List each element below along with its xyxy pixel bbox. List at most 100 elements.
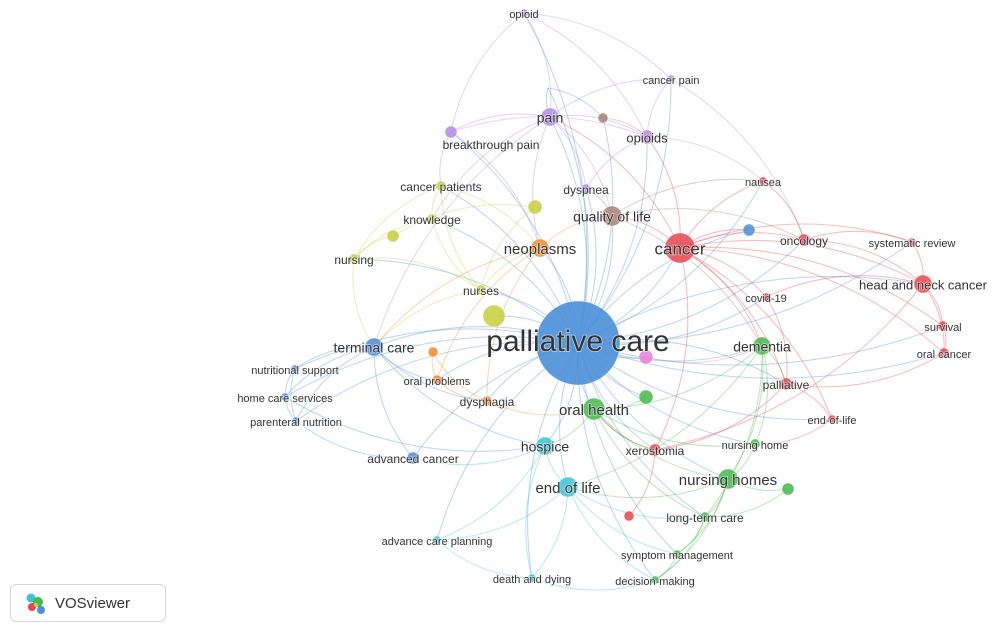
node-end-of-life[interactable] xyxy=(557,476,579,498)
node-hospice[interactable] xyxy=(535,436,555,456)
node-advance-care-planning[interactable] xyxy=(432,535,442,545)
label-xerostomia[interactable]: xerostomia xyxy=(625,443,686,459)
edge-knowledge-nurses xyxy=(431,218,482,291)
node-covid-19[interactable] xyxy=(761,292,771,302)
node-knowledge[interactable] xyxy=(426,213,438,225)
node-home-care-services[interactable] xyxy=(280,392,290,402)
node-quality-of-life[interactable] xyxy=(601,205,623,227)
label-cancer-pain[interactable]: cancer pain xyxy=(642,74,700,88)
node-dysphagia[interactable] xyxy=(481,395,493,407)
node-decision-making[interactable] xyxy=(650,575,660,585)
node-nursing-homes[interactable] xyxy=(717,468,739,490)
node-survival[interactable] xyxy=(937,320,949,332)
node-u-yellow-2[interactable] xyxy=(527,199,543,215)
label-cancer-patients[interactable]: cancer patients xyxy=(400,179,483,195)
node-death-and-dying[interactable] xyxy=(527,573,537,583)
node-palliative[interactable] xyxy=(779,377,793,391)
label-opioids[interactable]: opioids xyxy=(626,130,669,147)
edge-neoplasms-oral-problems xyxy=(436,247,541,381)
node-dementia[interactable] xyxy=(752,336,772,356)
node-oral-cancer[interactable] xyxy=(938,347,950,359)
node-u-blue-right[interactable] xyxy=(742,223,756,237)
node-long-term-care[interactable] xyxy=(699,511,711,523)
label-end-of-life-hyph[interactable]: end-of-life xyxy=(807,414,857,428)
label-parenteral-nutrition[interactable]: parenteral nutrition xyxy=(249,416,342,430)
node-terminal-care[interactable] xyxy=(364,337,384,357)
edge-nutritional-support-parenteral-nutrition xyxy=(290,368,297,422)
node-parenteral-nutrition[interactable] xyxy=(291,416,301,426)
label-hospice[interactable]: hospice xyxy=(520,438,570,456)
edge-head-and-neck-cancer-covid-19 xyxy=(765,275,924,298)
label-palliative-care[interactable]: palliative care xyxy=(486,324,671,359)
label-advanced-cancer[interactable]: advanced cancer xyxy=(367,451,460,467)
node-u-green-2[interactable] xyxy=(781,482,795,496)
node-opioids[interactable] xyxy=(639,129,655,145)
node-nutritional-support[interactable] xyxy=(290,364,300,374)
label-nursing-home[interactable]: nursing home xyxy=(721,439,789,453)
node-u-red-1[interactable] xyxy=(623,510,635,522)
label-systematic-review[interactable]: systematic review xyxy=(868,237,956,251)
label-nursing-homes[interactable]: nursing homes xyxy=(678,471,778,490)
label-oncology[interactable]: oncology xyxy=(779,233,829,249)
label-nutritional-support[interactable]: nutritional support xyxy=(251,364,340,378)
node-cancer[interactable] xyxy=(664,232,696,264)
node-u-orange[interactable] xyxy=(427,346,439,358)
node-u-pink[interactable] xyxy=(638,349,654,365)
label-nursing[interactable]: nursing xyxy=(334,252,375,268)
label-oral-problems[interactable]: oral problems xyxy=(403,375,472,389)
node-oral-health[interactable] xyxy=(582,397,606,421)
label-palliative[interactable]: palliative xyxy=(762,377,811,393)
label-dementia[interactable]: dementia xyxy=(732,338,791,356)
label-death-and-dying[interactable]: death and dying xyxy=(492,573,572,587)
node-pain[interactable] xyxy=(540,107,560,127)
node-nursing-home[interactable] xyxy=(749,438,761,450)
label-neoplasms[interactable]: neoplasms xyxy=(503,240,577,259)
node-cancer-patients[interactable] xyxy=(435,180,447,192)
node-palliative-care[interactable] xyxy=(535,300,621,386)
label-dysphagia[interactable]: dysphagia xyxy=(459,394,516,410)
node-nurses[interactable] xyxy=(475,284,487,296)
label-survival[interactable]: survival xyxy=(924,321,963,335)
node-oncology[interactable] xyxy=(797,233,811,247)
label-breakthrough-pain[interactable]: breakthrough pain xyxy=(442,137,540,153)
label-opioid[interactable]: opioid xyxy=(509,8,540,22)
label-head-and-neck-cancer[interactable]: head and neck cancer xyxy=(858,277,988,294)
label-cancer[interactable]: cancer xyxy=(654,239,707,260)
node-u-yellow-big[interactable] xyxy=(482,304,506,328)
label-covid-19[interactable]: covid-19 xyxy=(744,292,787,306)
node-u-brown[interactable] xyxy=(597,112,609,124)
label-symptom-management[interactable]: symptom management xyxy=(620,549,733,563)
node-oral-problems[interactable] xyxy=(431,374,443,386)
node-u-green-1[interactable] xyxy=(638,389,654,405)
node-advanced-cancer[interactable] xyxy=(406,451,420,465)
label-oral-health[interactable]: oral health xyxy=(558,401,630,420)
label-advance-care-planning[interactable]: advance care planning xyxy=(381,535,493,549)
edge-nursing-terminal-care xyxy=(352,258,375,348)
label-pain[interactable]: pain xyxy=(536,109,564,127)
node-dyspnea[interactable] xyxy=(580,183,592,195)
node-breakthrough-pain[interactable] xyxy=(444,125,458,139)
node-head-and-neck-cancer[interactable] xyxy=(913,274,933,294)
node-nausea[interactable] xyxy=(758,176,768,186)
label-knowledge[interactable]: knowledge xyxy=(403,212,462,228)
edge-quality-of-life-dementia xyxy=(611,215,763,347)
label-nurses[interactable]: nurses xyxy=(462,283,500,299)
label-oral-cancer[interactable]: oral cancer xyxy=(916,348,972,362)
label-dyspnea[interactable]: dyspnea xyxy=(563,182,610,198)
label-nausea[interactable]: nausea xyxy=(744,176,782,190)
label-decision-making[interactable]: decision-making xyxy=(615,575,696,589)
node-neoplasms[interactable] xyxy=(530,238,550,258)
label-quality-of-life[interactable]: quality of life xyxy=(572,208,652,226)
node-u-yellow-1[interactable] xyxy=(386,229,400,243)
node-symptom-management[interactable] xyxy=(672,549,682,559)
label-long-term-care[interactable]: long-term care xyxy=(666,510,745,526)
node-nursing[interactable] xyxy=(348,253,360,265)
node-cancer-pain[interactable] xyxy=(666,74,676,84)
node-xerostomia[interactable] xyxy=(648,443,662,457)
node-opioid[interactable] xyxy=(519,8,529,18)
label-home-care-services[interactable]: home care services xyxy=(237,392,334,406)
node-systematic-review[interactable] xyxy=(907,237,917,247)
node-end-of-life-hyph[interactable] xyxy=(827,414,837,424)
label-terminal-care[interactable]: terminal care xyxy=(333,339,416,357)
label-end-of-life[interactable]: end of life xyxy=(535,479,602,498)
